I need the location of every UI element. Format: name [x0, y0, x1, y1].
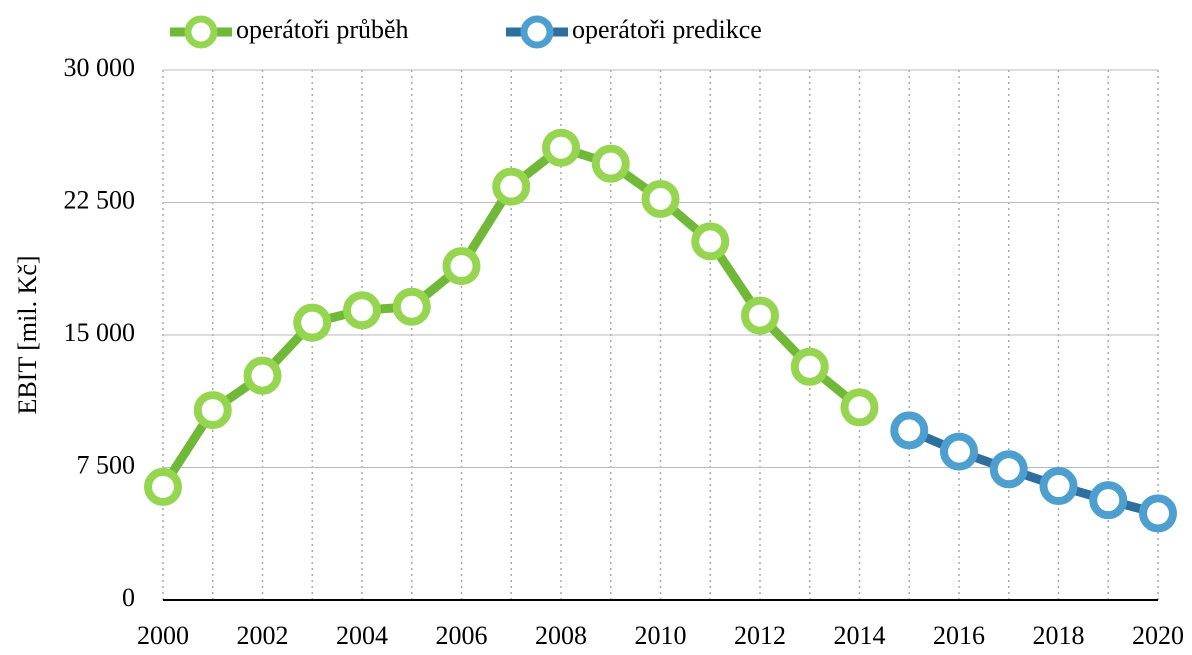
marker [193, 391, 232, 430]
x-tick-label: 2008 [535, 621, 587, 650]
x-tick-label: 2016 [933, 621, 985, 650]
marker [989, 450, 1028, 489]
marker [343, 291, 381, 330]
marker [243, 356, 282, 395]
marker [940, 432, 978, 471]
x-tick-label: 2002 [237, 621, 289, 650]
marker [741, 296, 779, 335]
legend-label: operátoři predikce [572, 15, 762, 44]
y-tick-label: 7 500 [77, 450, 136, 479]
x-tick-label: 2004 [336, 621, 388, 650]
marker [144, 467, 182, 506]
marker [1139, 494, 1177, 533]
x-tick-label: 2020 [1132, 621, 1184, 650]
legend-label: operátoři průběh [236, 15, 409, 44]
marker [492, 167, 531, 206]
y-tick-label: 15 000 [64, 318, 136, 347]
marker [790, 347, 829, 386]
marker [442, 247, 481, 286]
y-axis-label: EBIT [mil. Kč] [13, 255, 42, 414]
x-tick-label: 2014 [834, 621, 886, 650]
marker [293, 303, 332, 342]
legend-marker [520, 15, 554, 49]
y-tick-label: 30 000 [64, 53, 136, 82]
marker [591, 144, 630, 183]
y-tick-label: 22 500 [64, 185, 136, 214]
x-tick-label: 2000 [137, 621, 189, 650]
marker [691, 222, 730, 261]
x-tick-label: 2012 [734, 621, 786, 650]
x-tick-label: 2006 [436, 621, 488, 650]
x-tick-label: 2018 [1033, 621, 1085, 650]
legend-marker [184, 15, 218, 49]
y-tick-label: 0 [122, 583, 135, 612]
marker [392, 287, 431, 326]
marker [641, 179, 680, 218]
marker [1039, 467, 1078, 506]
marker [542, 128, 580, 167]
x-tick-label: 2010 [635, 621, 687, 650]
marker [1089, 481, 1128, 520]
marker [890, 411, 929, 450]
marker [840, 388, 879, 427]
